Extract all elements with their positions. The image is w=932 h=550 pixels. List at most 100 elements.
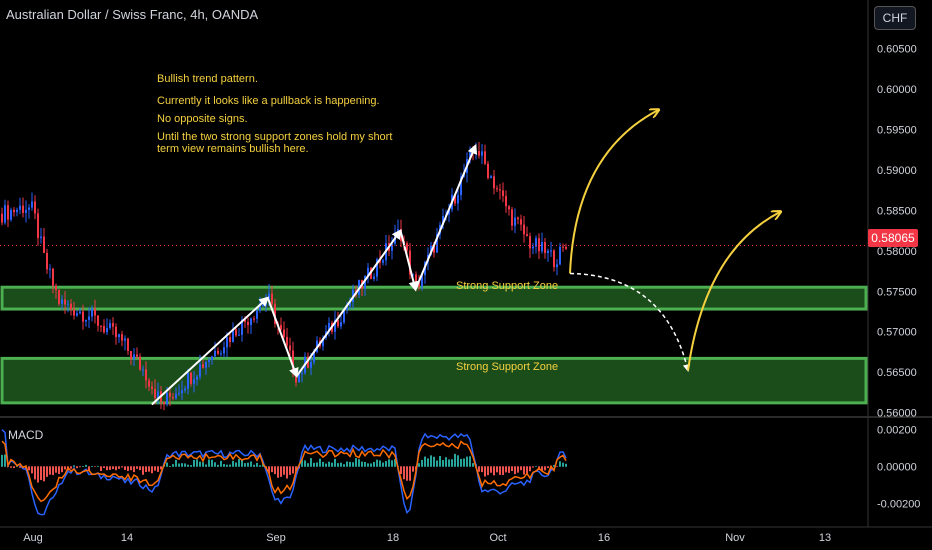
candle-body <box>139 356 141 370</box>
candle-body <box>40 236 42 238</box>
macd-bar <box>472 463 474 467</box>
candle-body <box>511 209 513 226</box>
macd-indicator-label[interactable]: MACD <box>8 428 44 442</box>
macd-bar <box>94 466 96 467</box>
candle-body <box>229 337 231 342</box>
macd-bar <box>145 466 147 473</box>
macd-bar <box>76 466 78 469</box>
candle-body <box>67 303 69 305</box>
macd-bar <box>229 464 231 467</box>
macd-bar <box>4 454 6 467</box>
macd-bar <box>550 466 552 471</box>
macd-bar <box>520 466 522 471</box>
macd-bar <box>376 459 378 467</box>
candle-body <box>535 238 537 247</box>
macd-bar <box>226 464 228 467</box>
support-zone-2 <box>0 356 868 405</box>
macd-tick-label: -0.00200 <box>877 498 920 510</box>
candle-body <box>109 323 111 328</box>
macd-bar <box>46 466 48 477</box>
candle-body <box>226 337 228 348</box>
candle-body <box>73 309 75 316</box>
candle-body <box>433 245 435 253</box>
last-price-tag: 0.58065 <box>868 229 918 247</box>
macd-bar <box>40 466 42 481</box>
x-tick-label: Oct <box>489 532 506 544</box>
candle-body <box>484 151 486 164</box>
candle-body <box>292 350 294 373</box>
candle-body <box>301 372 303 374</box>
candle-body <box>133 354 135 360</box>
candle-body <box>202 364 204 368</box>
candle-body <box>136 354 138 357</box>
macd-bar <box>328 461 330 467</box>
candle-body <box>259 305 261 311</box>
macd-bar <box>469 456 471 467</box>
candle-body <box>493 176 495 189</box>
candle-body <box>460 176 462 196</box>
macd-bar <box>499 466 501 475</box>
macd-bar <box>526 466 528 474</box>
macd-bar <box>373 461 375 467</box>
y-tick-label: 0.56000 <box>877 408 917 420</box>
swing-arrow-3 <box>295 228 402 377</box>
candle-body <box>115 326 117 338</box>
macd-bar <box>442 460 444 467</box>
macd-bar <box>403 466 405 480</box>
candle-body <box>343 309 345 323</box>
candle-body <box>412 274 414 276</box>
candle-body <box>454 194 456 204</box>
macd-bar <box>517 466 519 473</box>
candle-body <box>241 319 243 335</box>
candle-body <box>553 250 555 268</box>
candle-body <box>529 236 531 249</box>
candle-body <box>514 217 516 226</box>
candle-body <box>43 236 45 253</box>
macd-bar <box>196 459 198 467</box>
macd-bar <box>193 459 195 467</box>
macd-bar <box>553 465 555 467</box>
candle-body <box>406 243 408 251</box>
macd-bar <box>238 459 240 467</box>
candle-body <box>313 351 315 363</box>
macd-bar <box>202 462 204 467</box>
macd-bar <box>340 462 342 467</box>
candle-body <box>61 299 63 304</box>
macd-bar <box>301 459 303 467</box>
candle-body <box>13 209 15 213</box>
candle-body <box>481 151 483 156</box>
candle-body <box>391 243 393 251</box>
macd-bar <box>91 465 93 467</box>
candle-body <box>247 321 249 325</box>
macd-bar <box>559 461 561 467</box>
macd-bar <box>136 466 138 469</box>
candle-body <box>544 242 546 254</box>
candle-body <box>334 319 336 332</box>
candle-body <box>541 242 543 252</box>
macd-bar <box>436 460 438 467</box>
candle-body <box>289 345 291 351</box>
y-tick-label: 0.59500 <box>877 124 917 136</box>
projection-arrow-up-1 <box>569 110 658 274</box>
candle-body <box>154 388 156 398</box>
x-tick-label: Sep <box>266 532 286 544</box>
macd-bar <box>199 461 201 467</box>
macd-bar <box>283 466 285 475</box>
candle-body <box>457 195 459 204</box>
chart-title: Australian Dollar / Swiss Franc, 4h, OAN… <box>6 7 259 22</box>
candle-body <box>52 268 54 286</box>
macd-tick-label: 0.00000 <box>877 461 917 473</box>
candle-body <box>547 250 549 254</box>
macd-bar <box>310 458 312 467</box>
macd-bar <box>364 461 366 467</box>
candle-body <box>346 306 348 310</box>
currency-button[interactable]: CHF <box>874 6 916 30</box>
macd-bar <box>133 466 135 473</box>
macd-bar <box>508 466 510 473</box>
candle-body <box>559 246 561 265</box>
candle-body <box>127 338 129 351</box>
candle-body <box>187 372 189 389</box>
macd-bar <box>484 466 486 477</box>
candle-body <box>223 347 225 354</box>
